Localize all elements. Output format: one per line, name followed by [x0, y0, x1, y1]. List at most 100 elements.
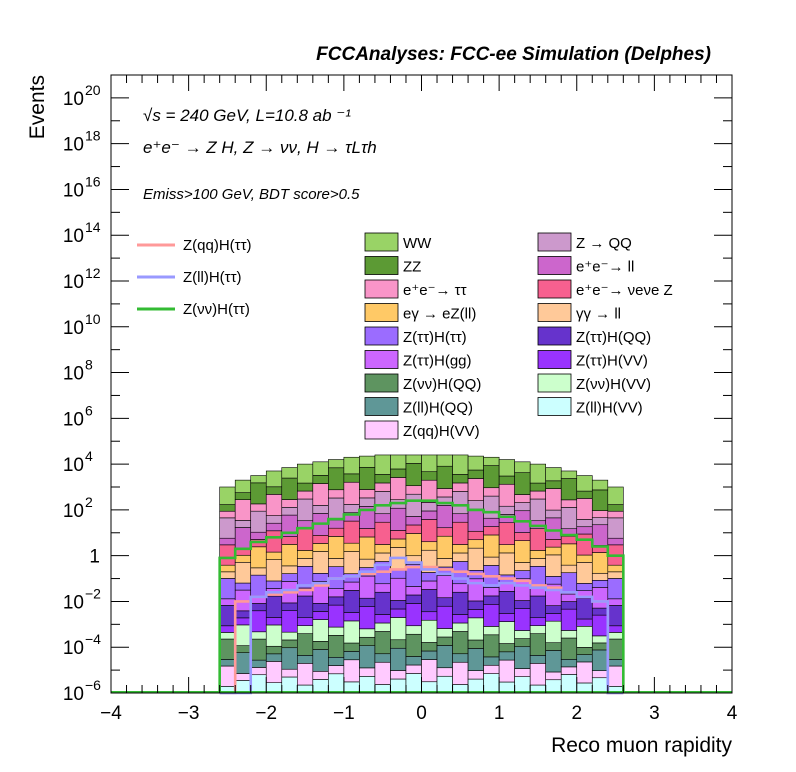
stack-bar-z-qq-h-vv--bin-19	[514, 668, 531, 677]
stack-bar-z-h-qq--bin-10	[374, 631, 391, 655]
stack-bar-z-h-vv--bin-24	[591, 635, 609, 644]
stack-bar-z-h-vv--bin-25	[607, 632, 624, 640]
stack-bar-z-ll-h-qq--bin-4	[281, 647, 298, 670]
stack-bar-z-h-qq--bin-6	[312, 603, 329, 612]
stack-bar-zz-bin-3	[265, 486, 283, 495]
stack-bar-z-ll-h-qq--bin-24	[591, 649, 609, 672]
stack-bar-e-e--bin-4	[281, 499, 298, 508]
y-tick-exponent: 12	[85, 265, 101, 281]
stack-bar-zz-bin-10	[374, 474, 391, 484]
y-tick-label: 10	[63, 318, 84, 339]
y-tick-exponent: 10	[85, 311, 101, 327]
x-axis-label: Reco muon rapidity	[551, 734, 732, 757]
stack-bar-z-h-qq--bin-22	[560, 637, 578, 660]
legend-swatch	[537, 303, 572, 322]
legend-swatch	[364, 303, 399, 322]
stack-bar--ll-bin-14	[436, 558, 453, 568]
stack-bar-ww-bin-6	[312, 461, 329, 476]
stack-bar-zz-bin-8	[343, 473, 360, 483]
stack-bar-z-h-vv--bin-0	[219, 632, 236, 640]
stack-bar-z-h-gg--bin-17	[483, 587, 500, 597]
stack-bar-e-e-ll-bin-14	[436, 505, 453, 529]
stack-bar--ll-bin-21	[545, 554, 562, 577]
stack-bar-e-e--bin-13	[421, 479, 438, 503]
stack-bar-z-h-vv--bin-5	[296, 617, 314, 626]
stack-bar-e-e--bin-14	[436, 488, 453, 498]
stack-bar-e-e--bin-18	[498, 483, 515, 507]
legend-label: e⁺e⁻→ ττ	[403, 282, 467, 299]
stack-bar--ll-bin-10	[374, 552, 391, 562]
y-tick-exponent: 2	[85, 494, 93, 510]
x-tick-label: 0	[416, 703, 427, 724]
y-tick-label: 10	[63, 135, 84, 156]
stack-bar-e-e-ll-bin-2	[250, 531, 267, 540]
stack-bar-ww-bin-18	[498, 459, 515, 477]
stack-bar-zz-bin-13	[421, 471, 438, 481]
stack-bar-e-e--bin-7	[328, 489, 345, 499]
stack-bar-z-ll-h-qq--bin-20	[529, 655, 546, 664]
stack-bar-z-h-vv--bin-8	[343, 612, 360, 622]
stack-bar-z-qq-bin-19	[514, 502, 531, 512]
stack-bar-ww-bin-7	[328, 459, 345, 469]
stack-bar-e-ez-ll--bin-9	[359, 536, 376, 560]
stack-bar-ww-bin-21	[545, 467, 562, 482]
stack-bar-z-h-vv--bin-18	[498, 613, 515, 622]
stack-bar--ll-bin-0	[219, 571, 236, 579]
x-tick-label: 1	[494, 703, 505, 724]
stack-bar-e-e--bin-12	[405, 485, 422, 495]
stack-bar-z-h-vv--bin-20	[529, 625, 546, 634]
legend-swatch	[364, 256, 399, 275]
legend-label: Z(qq)H(VV)	[403, 423, 480, 440]
stack-bar-z-qq-h-vv--bin-17	[483, 664, 500, 674]
stacked-histogram	[219, 454, 624, 694]
stack-bar-z-qq-bin-22	[560, 507, 578, 530]
legend-label: γγ → ll	[576, 306, 621, 323]
stack-bar-e-ez-ll--bin-18	[498, 544, 515, 554]
y-tick-label: 10	[63, 226, 84, 247]
x-tick-label: −3	[178, 703, 200, 724]
legend: Z(qq)H(ττ) Z(ll)H(ττ) Z(νν)H(ττ) WW ZZ e⁺e⁻→ …	[137, 232, 673, 440]
stack-bar--ll-bin-2	[250, 567, 267, 576]
stack-bar-z-h-qq--bin-15	[452, 591, 469, 615]
stack-bar-e-e-e-e-z-bin-21	[545, 539, 562, 548]
stack-bar--ll-bin-18	[498, 552, 515, 576]
stack-bar-z-h-vv--bin-7	[328, 604, 345, 628]
stack-bar-z-h-qq--bin-4	[281, 602, 298, 611]
stack-bar-e-e-ll-bin-25	[607, 537, 624, 546]
y-tick-label: 10	[63, 592, 84, 613]
legend-label: Z(ττ)H(VV)	[576, 353, 648, 370]
stack-bar--ll-bin-7	[328, 558, 345, 567]
y-tick-label: 10	[63, 180, 84, 201]
stack-bar--ll-bin-19	[514, 562, 531, 571]
stack-bar-z-h--bin-3	[265, 580, 283, 589]
stack-bar-zz-bin-21	[545, 480, 562, 489]
stack-bar-z-h-gg--bin-9	[359, 575, 376, 599]
y-axis-label: Events	[26, 75, 49, 139]
stack-bar-z-h-qq--bin-13	[421, 589, 438, 613]
stack-bar-z-qq-h-vv--bin-15	[452, 661, 469, 685]
stack-bar-e-e-e-e-z-bin-5	[296, 528, 314, 551]
stack-bar-z-h-qq--bin-0	[219, 605, 236, 627]
stack-bar-e-e-ll-bin-23	[576, 526, 593, 535]
stack-bar-z-h-qq--bin-19	[514, 600, 531, 609]
stack-bar-zz-bin-6	[312, 475, 329, 484]
stack-bar-ww-bin-2	[250, 475, 267, 484]
signal-line-1	[219, 556, 624, 695]
stack-bar-z-h-qq--bin-20	[529, 595, 546, 619]
stack-bar-z-h-gg--bin-12	[405, 586, 422, 596]
stack-bar-z-h-qq--bin-5	[296, 595, 314, 619]
stack-bar-e-e-ll-bin-15	[452, 513, 469, 523]
stack-bar-z-h-qq--bin-22	[560, 601, 578, 610]
stack-bar-e-e-ll-bin-7	[328, 519, 345, 529]
stack-bar-z-h-vv--bin-2	[250, 610, 267, 633]
stack-bar--ll-bin-17	[483, 556, 500, 566]
stack-bar-z-h-vv--bin-3	[265, 624, 283, 647]
stack-bar-e-e-e-e-z-bin-15	[452, 521, 469, 545]
stack-bar-z-qq-bin-15	[452, 491, 469, 515]
stack-bar-e-e-ll-bin-17	[483, 517, 500, 527]
stack-bar-z-h-qq--bin-10	[374, 591, 391, 615]
stack-bar-e-e-ll-bin-21	[545, 517, 562, 540]
stack-bar-z-h-qq--bin-8	[343, 590, 360, 613]
stack-bar-z-h-vv--bin-20	[529, 617, 546, 626]
